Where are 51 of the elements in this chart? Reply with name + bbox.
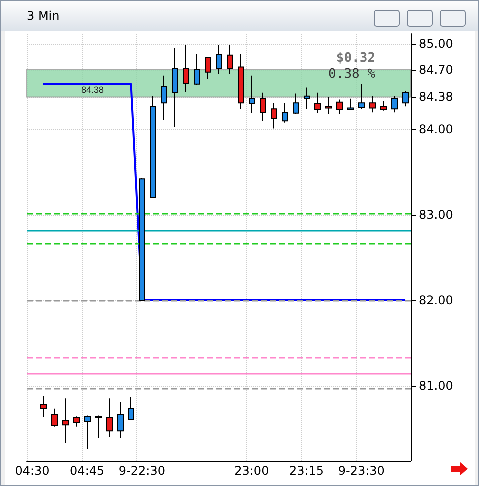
candlestick: [271, 102, 277, 130]
annotation: 0.38 %: [328, 66, 376, 82]
candlestick: [260, 92, 266, 122]
candlestick: [117, 402, 124, 438]
y-tick-label: 83.00: [419, 208, 454, 222]
x-tick-label: 9-22:30: [118, 464, 166, 478]
candlestick: [84, 415, 91, 450]
candlestick: [150, 96, 156, 198]
candlestick: [402, 90, 409, 108]
y-tick-label: 84.70: [419, 62, 454, 77]
x-tick-label: 23:00: [234, 464, 270, 478]
y-tick-label: 81.00: [419, 378, 454, 393]
x-tick-label: 9-23:30: [338, 464, 385, 478]
candlestick: [183, 44, 189, 93]
candlestick: [40, 396, 47, 418]
x-tick-label: 04:45: [70, 464, 105, 478]
candlestick: [216, 44, 222, 75]
candlestick: [304, 87, 310, 110]
annotation: $0.32: [336, 50, 376, 66]
candlestick: [314, 92, 321, 114]
candlestick: [51, 408, 58, 428]
candlestick: [249, 75, 255, 114]
candlestick: [205, 56, 211, 80]
chart-title: 3 Min: [27, 9, 60, 23]
candlestick: [128, 396, 134, 421]
candlestick: [238, 54, 244, 110]
x-tick-label: 23:15: [289, 464, 324, 478]
candlestick: [172, 48, 178, 128]
candlestick: [391, 96, 398, 114]
candlestick: [194, 54, 200, 86]
y-tick-label: 85.00: [419, 37, 454, 52]
y-tick-label: 84.38: [419, 90, 454, 104]
candlestick: [369, 96, 376, 114]
candlestick: [106, 398, 113, 438]
candlestick: [336, 99, 343, 115]
candlestick: [139, 178, 145, 301]
candlestick: [161, 75, 167, 121]
candlestick: [325, 96, 332, 115]
candlestick: [62, 398, 69, 444]
candlestick: [227, 44, 233, 75]
candlestick: [347, 98, 354, 111]
candlestick: [282, 102, 288, 124]
y-tick-label: 84.00: [419, 122, 454, 137]
x-tick-label: 04:30: [15, 464, 50, 478]
candlestick: [293, 93, 299, 115]
candlestick: [73, 416, 80, 428]
y-tick-label: 82.00: [419, 293, 454, 308]
band-label: 84.38: [82, 85, 104, 96]
candlestick: [380, 100, 387, 112]
candlestick: [358, 84, 365, 110]
candlestick: [95, 415, 102, 438]
